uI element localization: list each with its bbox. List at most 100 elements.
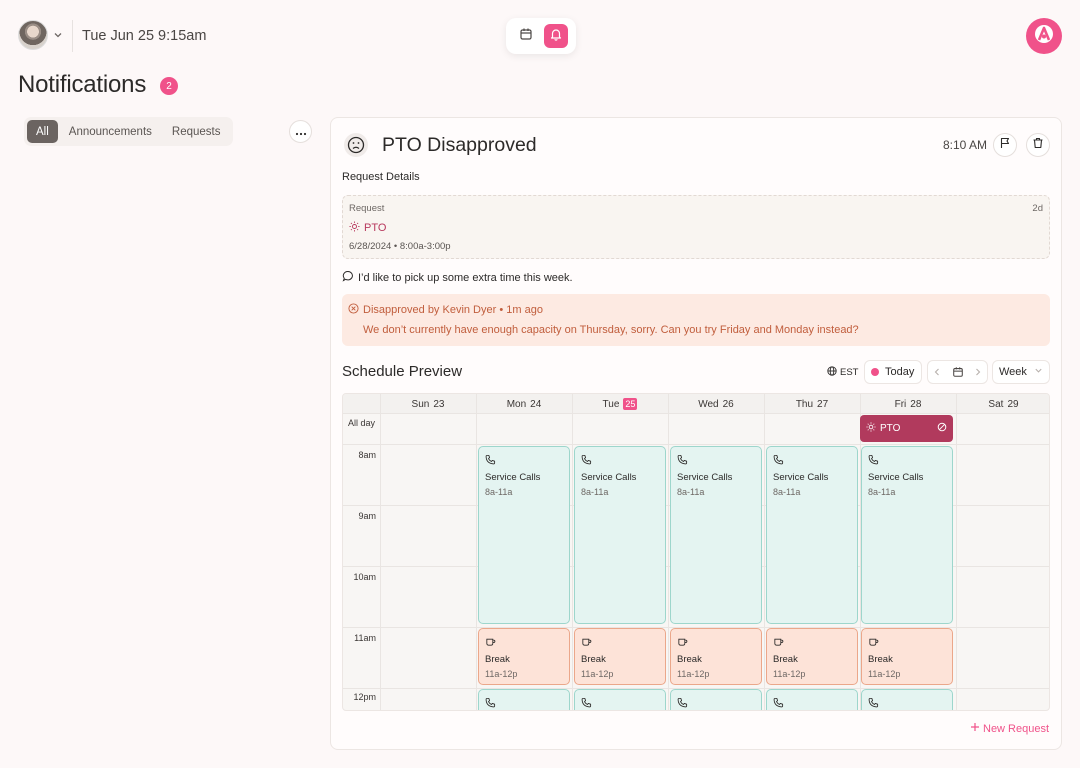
brand-logo[interactable]	[1026, 18, 1062, 54]
day-header-thu: Thu 27	[764, 394, 860, 414]
break-event[interactable]: Break 11a-12p	[861, 628, 953, 685]
notifications-view-button[interactable]	[544, 24, 568, 48]
calendar-view-button[interactable]	[514, 24, 538, 48]
break-event[interactable]: Break 11a-12p	[670, 628, 762, 685]
today-button[interactable]: Today	[864, 360, 922, 384]
shift-title: Service Calls	[773, 472, 829, 483]
day-number: 27	[817, 398, 829, 410]
tab-announcements[interactable]: Announcements	[68, 125, 152, 138]
day-header-fri: Fri 28	[860, 394, 956, 414]
grid-line	[956, 394, 957, 710]
calendar-picker-icon[interactable]	[952, 366, 964, 378]
schedule-preview-title: Schedule Preview	[342, 363, 463, 380]
comment-icon	[342, 270, 354, 285]
page-title: Notifications	[18, 71, 147, 98]
grid-line	[572, 394, 573, 710]
hour-label: 8am	[358, 450, 376, 460]
phone-icon	[677, 452, 688, 469]
request-summary: Request 2d PTO 6/28/2024 • 8:00a-3:00p	[342, 195, 1050, 259]
grid-line	[860, 394, 861, 710]
day-header-tue: Tue 25	[572, 394, 668, 414]
request-label: Request	[349, 203, 385, 214]
hour-label: 10am	[353, 572, 376, 582]
calendar-view-value: Week	[999, 366, 1027, 378]
chevron-left-icon[interactable]	[933, 367, 941, 377]
shift-event[interactable]: Service Calls 8a-11a	[478, 446, 570, 624]
break-title: Break	[485, 654, 510, 665]
chevron-right-icon[interactable]	[974, 367, 982, 377]
trash-icon	[1032, 136, 1044, 154]
shift-event[interactable]	[766, 689, 858, 710]
ban-icon	[937, 422, 947, 435]
delete-button[interactable]	[1026, 133, 1050, 157]
break-time: 11a-12p	[773, 669, 806, 679]
chevron-down-icon	[52, 29, 64, 41]
day-name: Sat	[988, 398, 1004, 410]
shift-title: Service Calls	[485, 472, 541, 483]
request-type-label: PTO	[364, 222, 387, 234]
day-name: Wed	[698, 398, 719, 410]
bell-icon	[549, 27, 563, 46]
notification-detail-card: PTO Disapproved 8:10 AM Request Details …	[330, 117, 1062, 750]
phone-icon	[868, 452, 879, 469]
tab-all[interactable]: All	[27, 120, 58, 143]
avatar	[18, 20, 48, 50]
user-menu[interactable]	[18, 20, 64, 50]
unread-count-badge: 2	[160, 77, 178, 95]
new-request-button[interactable]: New Request	[970, 722, 1049, 735]
sun-icon	[866, 422, 876, 435]
day-number: 29	[1007, 398, 1019, 410]
date-navigation	[927, 360, 988, 384]
phone-icon	[868, 695, 879, 710]
view-toggle	[506, 18, 576, 54]
day-name: Mon	[506, 398, 527, 410]
hour-label: 9am	[358, 511, 376, 521]
shift-event[interactable]: Service Calls 8a-11a	[861, 446, 953, 624]
more-options-button[interactable]	[289, 120, 312, 143]
phone-icon	[773, 452, 784, 469]
shift-event[interactable]	[574, 689, 666, 710]
shift-event[interactable]	[478, 689, 570, 710]
grid-line	[380, 394, 381, 710]
shift-time: 8a-11a	[677, 487, 705, 497]
sun-icon	[349, 221, 360, 235]
break-event[interactable]: Break 11a-12p	[478, 628, 570, 685]
phone-icon	[773, 695, 784, 710]
shift-time: 8a-11a	[485, 487, 513, 497]
request-type: PTO	[349, 221, 386, 235]
shift-event[interactable]	[670, 689, 762, 710]
new-request-label: New Request	[983, 722, 1050, 735]
disapproval-status-text: Disapproved by Kevin Dyer • 1m ago	[363, 304, 543, 316]
request-age: 2d	[1032, 203, 1043, 214]
plus-icon	[970, 722, 980, 735]
break-event[interactable]: Break 11a-12p	[574, 628, 666, 685]
day-number: 26	[722, 398, 734, 410]
flag-button[interactable]	[993, 133, 1017, 157]
shift-event[interactable]	[861, 689, 953, 710]
chevron-down-icon	[1034, 366, 1043, 378]
grid-line	[764, 394, 765, 710]
day-number: 23	[433, 398, 445, 410]
request-details-heading: Request Details	[342, 171, 420, 183]
calendar-view-select[interactable]: Week	[992, 360, 1050, 384]
shift-event[interactable]: Service Calls 8a-11a	[670, 446, 762, 624]
coffee-icon	[773, 634, 784, 651]
day-header-sat: Sat 29	[956, 394, 1049, 414]
hour-label: 11am	[354, 633, 376, 643]
shift-event[interactable]: Service Calls 8a-11a	[574, 446, 666, 624]
tab-requests[interactable]: Requests	[171, 125, 221, 138]
request-comment: I’d like to pick up some extra time this…	[342, 270, 573, 285]
pto-allday-event[interactable]: PTO	[860, 415, 953, 442]
break-event[interactable]: Break 11a-12p	[766, 628, 858, 685]
frown-icon	[344, 133, 368, 157]
hour-label: 12pm	[353, 692, 376, 702]
coffee-icon	[677, 634, 688, 651]
coffee-icon	[581, 634, 592, 651]
timezone-indicator[interactable]: EST	[827, 366, 858, 379]
all-day-label: All day	[348, 418, 376, 428]
grid-line	[343, 627, 1049, 628]
day-number: 24	[530, 398, 542, 410]
shift-event[interactable]: Service Calls 8a-11a	[766, 446, 858, 624]
coffee-icon	[868, 634, 879, 651]
notification-title: PTO Disapproved	[382, 134, 537, 156]
